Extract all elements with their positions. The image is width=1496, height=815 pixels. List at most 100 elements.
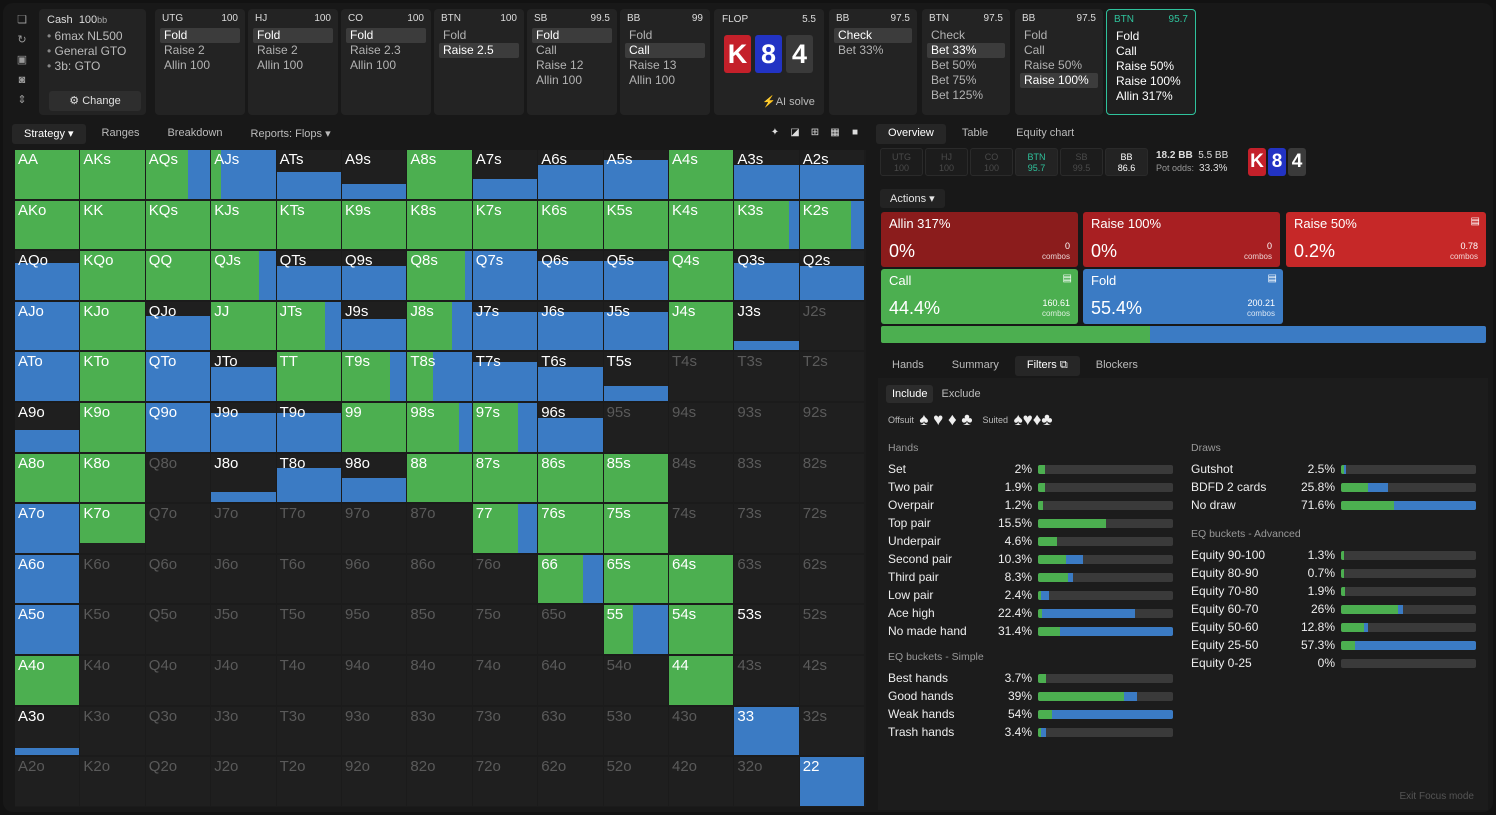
suited-suits[interactable]: ♠♥♦♣ — [1013, 410, 1053, 429]
hand-cell[interactable]: 75o — [472, 605, 538, 654]
action-option[interactable]: Bet 33% — [838, 43, 884, 57]
action-option[interactable]: Bet 125% — [931, 88, 984, 102]
hand-cell[interactable]: AQo — [15, 251, 80, 300]
action-option[interactable]: Fold — [1116, 29, 1140, 43]
filter-row[interactable]: Equity 60-70 26% — [1191, 600, 1476, 618]
tab-blockers[interactable]: Blockers — [1095, 359, 1138, 371]
seat-sb[interactable]: SB 99.5 — [1060, 148, 1103, 176]
hand-cell[interactable]: Q6o — [145, 554, 211, 604]
hand-cell[interactable]: T4s — [669, 352, 734, 401]
hand-cell[interactable]: AJs — [211, 150, 276, 199]
hand-cell[interactable]: T6s — [538, 352, 603, 401]
hand-cell[interactable]: 83o — [407, 706, 472, 756]
hand-cell[interactable]: A9o — [15, 403, 80, 452]
hand-cell[interactable]: AJo — [15, 301, 80, 351]
hand-cell[interactable]: J5s — [603, 301, 668, 351]
hand-cell[interactable]: 72s — [799, 504, 865, 553]
filter-row[interactable]: Good hands 39% — [888, 687, 1173, 705]
hand-cell[interactable]: Q3s — [734, 251, 799, 300]
hand-cell[interactable]: T3o — [276, 706, 341, 756]
hand-cell[interactable]: 32o — [734, 757, 799, 806]
hand-cell[interactable]: A6s — [538, 150, 603, 199]
hand-cell[interactable]: K4s — [669, 200, 734, 250]
hand-cell[interactable]: 64s — [669, 554, 734, 604]
hand-cell[interactable]: A8s — [407, 150, 472, 199]
filter-row[interactable]: Ace high 22.4% — [888, 604, 1173, 622]
offsuit-suits[interactable]: ♠ ♥ ♦ ♣ — [919, 410, 973, 429]
hand-cell[interactable]: Q5s — [603, 251, 668, 300]
action-option[interactable]: Raise 2 — [257, 43, 298, 57]
action-option[interactable]: Fold — [346, 28, 426, 43]
hand-cell[interactable]: T9s — [342, 352, 407, 401]
seat-bb[interactable]: BB 86.6 — [1105, 148, 1148, 176]
hand-cell[interactable]: 42o — [669, 757, 734, 806]
hand-cell[interactable]: JTo — [211, 352, 276, 401]
hand-cell[interactable]: 97s — [472, 403, 538, 452]
tab-overview[interactable]: Overview — [876, 124, 946, 144]
seat-utg[interactable]: UTG 100 — [880, 148, 923, 176]
hand-cell[interactable]: 83s — [734, 453, 799, 503]
hand-cell[interactable]: KQo — [80, 251, 145, 300]
hand-cell[interactable]: 96s — [538, 403, 603, 452]
hand-cell[interactable]: K5o — [80, 605, 145, 654]
action-option[interactable]: Allin 100 — [164, 58, 211, 72]
hand-cell[interactable]: A5s — [603, 150, 668, 199]
action-allin[interactable]: Allin 317% 0% 0 combos — [881, 212, 1078, 267]
hand-cell[interactable]: 95s — [603, 403, 668, 452]
hand-cell[interactable]: 77 — [472, 504, 538, 553]
action-option[interactable]: Raise 12 — [536, 58, 584, 72]
hand-cell[interactable]: J9o — [211, 403, 276, 452]
hand-cell[interactable]: 74o — [472, 656, 538, 705]
filter-row[interactable]: Weak hands 54% — [888, 705, 1173, 723]
hand-cell[interactable]: J7s — [472, 301, 538, 351]
action-option[interactable]: Raise 50% — [1116, 59, 1175, 73]
hand-cell[interactable]: KK — [80, 200, 145, 250]
hand-cell[interactable]: 96o — [342, 554, 407, 604]
position-bb[interactable]: BB 97.5 Check Bet 33% — [829, 9, 917, 115]
hand-cell[interactable]: Q8s — [407, 251, 472, 300]
filter-row[interactable]: Equity 25-50 57.3% — [1191, 636, 1476, 654]
hand-cell[interactable]: 92s — [799, 403, 865, 452]
hand-cell[interactable]: Q9o — [145, 403, 211, 452]
hand-cell[interactable]: Q9s — [342, 251, 407, 300]
hand-cell[interactable]: 97o — [342, 504, 407, 553]
hand-cell[interactable]: 54s — [669, 605, 734, 654]
hand-cell[interactable]: 66 — [538, 554, 603, 604]
hand-cell[interactable]: KJo — [80, 301, 145, 351]
hand-cell[interactable]: 54o — [603, 656, 668, 705]
hand-cell[interactable]: Q2o — [145, 757, 211, 806]
position-bb[interactable]: BB 99 Fold Call Raise 13 Allin 100 — [620, 9, 710, 115]
hand-cell[interactable]: J8s — [407, 301, 472, 351]
seat-co[interactable]: CO 100 — [970, 148, 1013, 176]
filter-row[interactable]: Two pair 1.9% — [888, 478, 1173, 496]
hand-cell[interactable]: ATs — [276, 150, 341, 199]
hand-cell[interactable]: 98s — [407, 403, 472, 452]
hand-cell[interactable]: K8s — [407, 200, 472, 250]
hand-cell[interactable]: 22 — [799, 757, 865, 806]
actions-dropdown[interactable]: Actions ▾ — [880, 189, 945, 208]
hand-cell[interactable]: J6s — [538, 301, 603, 351]
hand-cell[interactable]: T2o — [276, 757, 341, 806]
filter-row[interactable]: Second pair 10.3% — [888, 550, 1173, 568]
hand-cell[interactable]: Q7s — [472, 251, 538, 300]
tab-equity-chart[interactable]: Equity chart — [1016, 127, 1075, 139]
hand-cell[interactable]: 65o — [538, 605, 603, 654]
grid-icon[interactable]: ▦ — [830, 127, 840, 138]
hand-cell[interactable]: QQ — [145, 251, 211, 300]
hand-cell[interactable]: K6s — [538, 200, 603, 250]
hand-cell[interactable]: K4o — [80, 656, 145, 705]
hand-cell[interactable]: Q7o — [145, 504, 211, 553]
action-call[interactable]: ▤ Call 44.4% 160.61 combos — [881, 269, 1078, 324]
hand-cell[interactable]: J5o — [211, 605, 276, 654]
action-option[interactable]: Fold — [629, 28, 653, 42]
hand-cell[interactable]: A6o — [15, 554, 80, 604]
hand-cell[interactable]: 86s — [538, 453, 603, 503]
tab-reports[interactable]: Reports: Flops ▾ — [250, 128, 331, 140]
filter-row[interactable]: BDFD 2 cards 25.8% — [1191, 478, 1476, 496]
exit-focus-mode-link[interactable]: Exit Focus mode — [1399, 791, 1474, 802]
hand-cell[interactable]: 92o — [342, 757, 407, 806]
hand-cell[interactable]: JTs — [276, 301, 341, 351]
hand-cell[interactable]: KJs — [211, 200, 276, 250]
hand-cell[interactable]: KQs — [145, 200, 211, 250]
hand-cell[interactable]: T4o — [276, 656, 341, 705]
